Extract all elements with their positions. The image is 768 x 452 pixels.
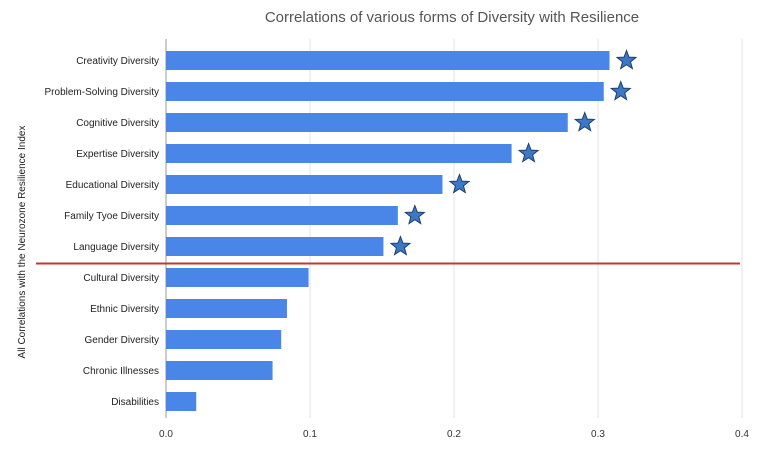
- star-icon: [389, 235, 412, 256]
- star-icon: [403, 204, 426, 225]
- category-label: Disabilities: [111, 397, 159, 408]
- bars: [166, 51, 610, 411]
- category-label: Family Tyoe Diversity: [64, 211, 159, 222]
- category-label: Cultural Diversity: [83, 273, 159, 284]
- x-tick-labels: 0.0 0.1 0.2 0.3 0.4: [159, 429, 749, 440]
- bar: [166, 330, 282, 349]
- category-labels: Creativity Diversity Problem-Solving Dive…: [45, 56, 159, 408]
- significance-markers: [389, 49, 638, 256]
- category-label: Problem-Solving Diversity: [45, 87, 159, 98]
- category-label: Educational Diversity: [66, 180, 159, 191]
- x-tick-label: 0.1: [303, 429, 317, 440]
- bar: [166, 82, 604, 101]
- star-icon: [573, 111, 596, 132]
- bar: [166, 237, 384, 256]
- bar: [166, 175, 443, 194]
- category-label: Ethnic Diversity: [90, 304, 159, 315]
- category-label: Cognitive Diversity: [76, 118, 159, 129]
- x-tick-label: 0.4: [735, 429, 749, 440]
- grid-lines: [165, 39, 743, 418]
- bar: [166, 144, 512, 163]
- category-label: Chronic Illnesses: [83, 366, 159, 377]
- y-axis-label: All Correlations with the Neurozone Resi…: [17, 126, 28, 359]
- category-label: Creativity Diversity: [76, 56, 159, 67]
- category-label: Language Diversity: [73, 242, 159, 253]
- bar: [166, 268, 309, 287]
- bar: [166, 361, 273, 380]
- star-icon: [615, 49, 638, 70]
- bar: [166, 206, 398, 225]
- star-icon: [609, 80, 632, 101]
- star-icon: [517, 142, 540, 163]
- category-label: Expertise Diversity: [76, 149, 159, 160]
- bar: [166, 299, 287, 318]
- chart-title: Correlations of various forms of Diversi…: [265, 9, 639, 26]
- bar: [166, 113, 568, 132]
- category-label: Gender Diversity: [85, 335, 159, 346]
- x-tick-label: 0.0: [159, 429, 173, 440]
- x-tick-label: 0.2: [447, 429, 461, 440]
- x-tick-label: 0.3: [591, 429, 605, 440]
- star-icon: [448, 173, 471, 194]
- bar: [166, 392, 197, 411]
- bar: [166, 51, 610, 70]
